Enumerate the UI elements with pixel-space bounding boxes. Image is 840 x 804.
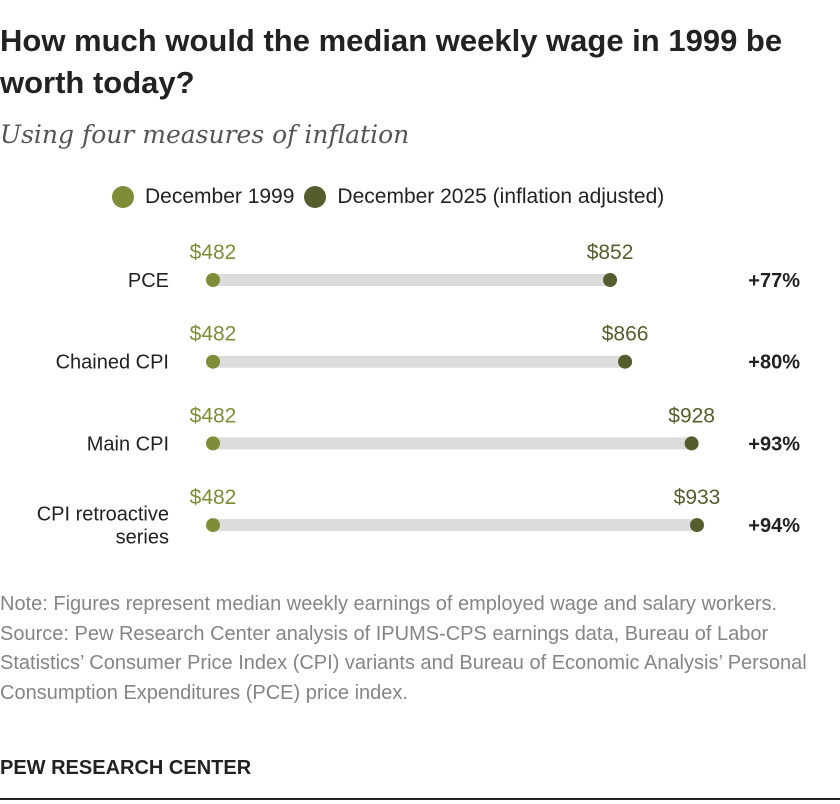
end-value-label: $933 (674, 486, 721, 509)
change-label: +93% (748, 433, 800, 455)
change-label: +94% (748, 515, 800, 537)
category-label: CPI retroactive (37, 504, 169, 526)
bottom-rule (0, 798, 840, 800)
change-label: +80% (748, 352, 800, 374)
category-label: series (116, 527, 169, 549)
change-label: +77% (748, 270, 800, 292)
chart-subtitle: Using four measures of inflation (0, 120, 410, 149)
category-label: PCE (128, 270, 169, 292)
chart-row: $482 $928 +93% Main CPI (87, 404, 800, 455)
dot-range-chart: $482 $852+77%PCE$482 $866+80%Chained CPI$4… (37, 241, 801, 549)
legend-item-1999: December 1999 (112, 185, 294, 209)
chart-notes: Note: Figures represent median weekly ea… (0, 590, 830, 708)
legend-label-2025: December 2025 (inflation adjusted) (337, 185, 665, 208)
legend-dot-1999 (112, 186, 134, 208)
note-text: Note: Figures represent median weekly ea… (0, 593, 778, 615)
category-label: Chained CPI (56, 352, 169, 374)
legend-dot-2025 (304, 186, 327, 208)
end-value-label: $852 (587, 241, 634, 264)
legend-label-1999: December 1999 (145, 185, 295, 208)
start-dot (206, 354, 220, 369)
category-label: Main CPI (87, 433, 169, 455)
end-value-label: $866 (602, 323, 649, 346)
start-value-label: $482 (190, 486, 237, 509)
legend-item-2025: December 2025 (inflation adjusted) (304, 185, 664, 209)
chart-title: How much would the median weekly wage in… (0, 23, 783, 100)
end-dot (618, 354, 633, 369)
start-value-label: $482 (190, 241, 237, 264)
end-dot (684, 436, 699, 451)
start-value-label: $482 (190, 404, 237, 427)
end-dot (603, 273, 618, 287)
start-value-label: $482 (190, 323, 237, 346)
start-dot (206, 518, 220, 533)
brand-label: PEW RESEARCH CENTER (0, 757, 252, 779)
end-dot (690, 518, 704, 533)
start-dot (206, 436, 220, 451)
legend: December 1999 December 2025 (inflation a… (112, 183, 674, 211)
chart-row: $482 $852 +77% PCE (128, 241, 800, 292)
start-dot (206, 273, 220, 287)
end-value-label: $928 (668, 404, 715, 427)
chart-row: $482 $866 +80% Chained CPI (56, 323, 801, 374)
source-text: Source: Pew Research Center analysis of … (0, 622, 807, 704)
